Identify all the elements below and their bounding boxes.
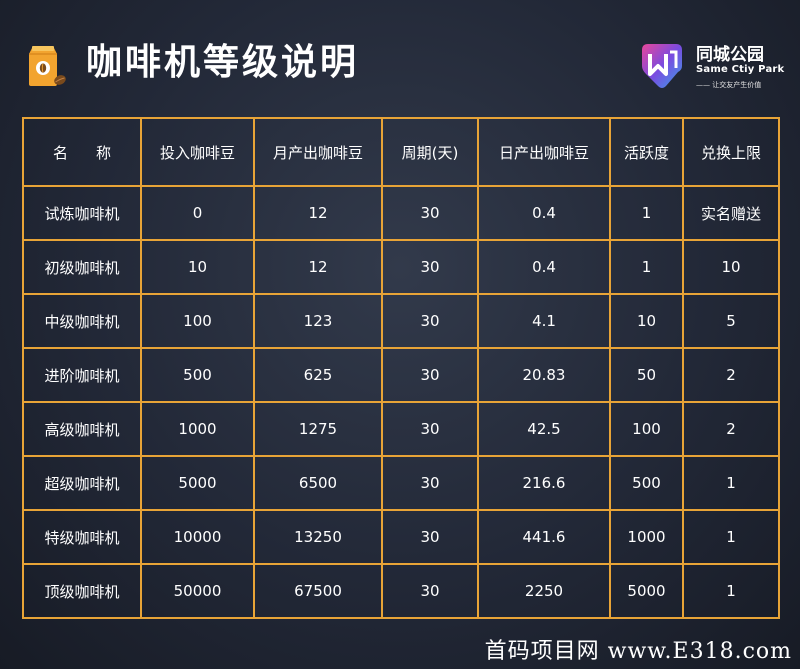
table-row: 中级咖啡机 100 123 30 4.1 10 5 <box>22 293 780 349</box>
cell-name: 进阶咖啡机 <box>22 347 142 403</box>
cell-name: 特级咖啡机 <box>22 509 142 565</box>
coffee-bean-bag-icon <box>29 46 66 86</box>
same-city-park-logo-mark <box>642 44 682 88</box>
column-header-monthly-output: 月产出咖啡豆 <box>253 117 383 187</box>
cell-activity: 5000 <box>609 563 684 619</box>
column-header-period: 周期(天) <box>381 117 479 187</box>
cell-period: 30 <box>381 185 479 241</box>
cell-invest-beans: 10000 <box>140 509 255 565</box>
cell-period: 30 <box>381 509 479 565</box>
cell-daily-output: 0.4 <box>477 185 611 241</box>
logo-chinese-name: 同城公园 <box>696 45 764 65</box>
cell-activity: 1 <box>609 239 684 295</box>
cell-activity: 1 <box>609 185 684 241</box>
cell-name: 试炼咖啡机 <box>22 185 142 241</box>
cell-monthly-output: 6500 <box>253 455 383 511</box>
cell-period: 30 <box>381 239 479 295</box>
cell-daily-output: 4.1 <box>477 293 611 349</box>
cell-invest-beans: 100 <box>140 293 255 349</box>
header: 咖啡机等级说明 同城公园 Same Ctiy Park —— 让交友产生价值 <box>0 0 800 110</box>
cell-activity: 1000 <box>609 509 684 565</box>
column-header-daily-output: 日产出咖啡豆 <box>477 117 611 187</box>
table-row: 高级咖啡机 1000 1275 30 42.5 100 2 <box>22 401 780 457</box>
cell-exchange-limit: 10 <box>682 239 780 295</box>
table-row: 超级咖啡机 5000 6500 30 216.6 500 1 <box>22 455 780 511</box>
cell-exchange-limit: 5 <box>682 293 780 349</box>
cell-invest-beans: 0 <box>140 185 255 241</box>
cell-invest-beans: 50000 <box>140 563 255 619</box>
cell-name: 高级咖啡机 <box>22 401 142 457</box>
coffee-machine-level-table: 名称 投入咖啡豆 月产出咖啡豆 周期(天) 日产出咖啡豆 活跃度 兑换上限 试炼… <box>22 117 780 619</box>
cell-exchange-limit: 实名赠送 <box>682 185 780 241</box>
cell-monthly-output: 13250 <box>253 509 383 565</box>
cell-exchange-limit: 1 <box>682 509 780 565</box>
cell-activity: 50 <box>609 347 684 403</box>
logo-english-name: Same Ctiy Park <box>696 64 785 75</box>
column-header-name: 名称 <box>22 117 142 187</box>
cell-name: 初级咖啡机 <box>22 239 142 295</box>
cell-invest-beans: 1000 <box>140 401 255 457</box>
cell-daily-output: 42.5 <box>477 401 611 457</box>
table-row: 顶级咖啡机 50000 67500 30 2250 5000 1 <box>22 563 780 619</box>
cell-monthly-output: 1275 <box>253 401 383 457</box>
table-row: 试炼咖啡机 0 12 30 0.4 1 实名赠送 <box>22 185 780 241</box>
watermark: 首码项目网 www.E318.com <box>484 639 792 664</box>
cell-exchange-limit: 2 <box>682 347 780 403</box>
brand-logo: 同城公园 Same Ctiy Park —— 让交友产生价值 <box>636 38 786 96</box>
cell-name: 顶级咖啡机 <box>22 563 142 619</box>
column-header-activity: 活跃度 <box>609 117 684 187</box>
cell-name: 超级咖啡机 <box>22 455 142 511</box>
table-row: 进阶咖啡机 500 625 30 20.83 50 2 <box>22 347 780 403</box>
cell-exchange-limit: 1 <box>682 563 780 619</box>
cell-monthly-output: 12 <box>253 239 383 295</box>
cell-period: 30 <box>381 563 479 619</box>
cell-period: 30 <box>381 347 479 403</box>
cell-activity: 10 <box>609 293 684 349</box>
cell-exchange-limit: 2 <box>682 401 780 457</box>
cell-daily-output: 216.6 <box>477 455 611 511</box>
page-title: 咖啡机等级说明 <box>86 42 360 83</box>
cell-monthly-output: 67500 <box>253 563 383 619</box>
cell-period: 30 <box>381 401 479 457</box>
cell-monthly-output: 123 <box>253 293 383 349</box>
cell-exchange-limit: 1 <box>682 455 780 511</box>
cell-invest-beans: 5000 <box>140 455 255 511</box>
cell-activity: 100 <box>609 401 684 457</box>
column-header-exchange-limit: 兑换上限 <box>682 117 780 187</box>
cell-invest-beans: 10 <box>140 239 255 295</box>
table-row: 特级咖啡机 10000 13250 30 441.6 1000 1 <box>22 509 780 565</box>
cell-daily-output: 0.4 <box>477 239 611 295</box>
table-header-row: 名称 投入咖啡豆 月产出咖啡豆 周期(天) 日产出咖啡豆 活跃度 兑换上限 <box>22 117 780 187</box>
cell-activity: 500 <box>609 455 684 511</box>
cell-invest-beans: 500 <box>140 347 255 403</box>
cell-period: 30 <box>381 293 479 349</box>
cell-daily-output: 441.6 <box>477 509 611 565</box>
column-header-invest-beans: 投入咖啡豆 <box>140 117 255 187</box>
cell-period: 30 <box>381 455 479 511</box>
cell-name: 中级咖啡机 <box>22 293 142 349</box>
table-row: 初级咖啡机 10 12 30 0.4 1 10 <box>22 239 780 295</box>
logo-slogan: —— 让交友产生价值 <box>696 81 762 89</box>
cell-daily-output: 20.83 <box>477 347 611 403</box>
cell-monthly-output: 12 <box>253 185 383 241</box>
cell-monthly-output: 625 <box>253 347 383 403</box>
cell-daily-output: 2250 <box>477 563 611 619</box>
